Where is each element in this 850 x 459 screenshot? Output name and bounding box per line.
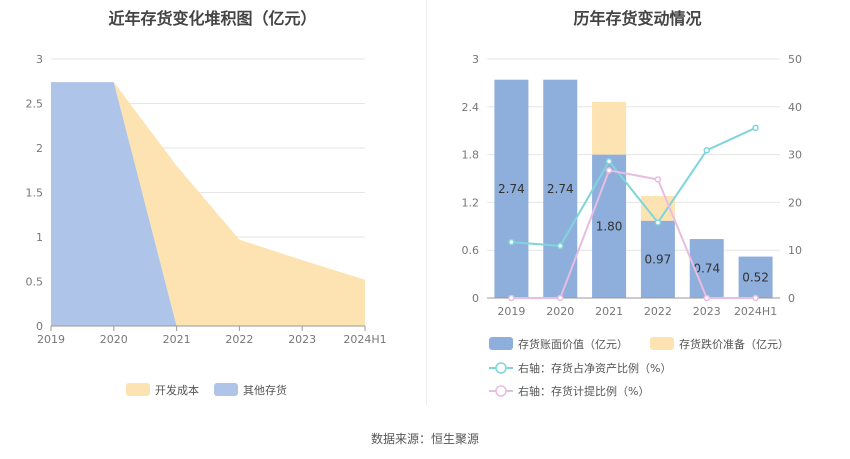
x-tick-label: 2022	[225, 333, 253, 346]
legend-marker	[495, 362, 507, 374]
right-chart-title: 历年存货变动情况	[573, 9, 702, 28]
y2-tick-label: 50	[788, 53, 802, 66]
line-point	[605, 167, 613, 174]
y-tick-label: 0	[472, 292, 479, 305]
legend-label: 存货跌价准备（亿元）	[679, 337, 789, 351]
y2-tick-label: 10	[788, 244, 802, 257]
legend-label: 存货账面价值（亿元）	[518, 337, 628, 351]
bar-impairment-provision	[640, 196, 675, 221]
line-point	[557, 294, 564, 302]
x-tick-label: 2022	[644, 305, 672, 318]
legend-label: 开发成本	[155, 383, 199, 397]
area-development-cost	[51, 82, 365, 326]
y2-tick-label: 0	[788, 292, 795, 305]
y-tick-label: 1.2	[462, 196, 480, 209]
bar-value-label: 0.52	[742, 270, 769, 284]
stacked-area-chart: 0 0.5 1 1.5 2 2.5 3 2019 2020 2021 2022 2023 2024H1 开…	[26, 53, 387, 397]
bar-book-value	[494, 79, 529, 298]
x-tick-label: 2021	[163, 333, 191, 346]
line-point	[508, 294, 515, 302]
bar-value-label: 2.74	[498, 182, 525, 196]
line-point	[557, 242, 564, 250]
bar-value-label: 0.74	[693, 262, 720, 276]
bar-book-value	[592, 154, 627, 298]
bar-book-value	[640, 220, 675, 298]
line-point	[752, 124, 759, 132]
left-chart-title: 近年存货变化堆积图（亿元）	[108, 9, 317, 28]
x-tick-label: 2023	[693, 305, 721, 318]
y2-tick-label: 30	[788, 149, 802, 162]
line-point	[752, 294, 759, 302]
bar-book-value	[543, 79, 578, 298]
y-tick-label: 3	[36, 53, 43, 66]
legend-label: 其他存货	[243, 383, 287, 397]
y-tick-label: 1.8	[462, 149, 480, 162]
y2-tick-label: 20	[788, 196, 802, 209]
legend-label: 右轴：存货计提比例（%）	[518, 384, 649, 398]
y-tick-label: 2.5	[26, 98, 44, 111]
y-tick-label: 0.5	[26, 276, 44, 289]
x-tick-label: 2019	[37, 333, 65, 346]
line-inventory-to-net-assets	[511, 126, 757, 247]
legend-swatch	[126, 383, 150, 396]
y2-tick-label: 40	[788, 101, 802, 114]
legend-marker	[495, 385, 507, 397]
x-tick-label: 2021	[595, 305, 623, 318]
line-point	[703, 147, 710, 154]
legend-label: 右轴：存货占净资产比例（%）	[518, 361, 671, 375]
bar-book-value	[738, 256, 773, 298]
x-tick-label: 2024H1	[343, 333, 386, 346]
y-tick-label: 0	[36, 320, 43, 333]
bar-value-label: 1.80	[596, 219, 623, 233]
y-tick-label: 1.5	[26, 187, 44, 200]
y-tick-label: 2.4	[462, 101, 480, 114]
y-tick-label: 0.6	[462, 244, 480, 257]
line-provision-ratio	[511, 169, 756, 299]
line-point	[654, 176, 662, 183]
x-tick-label: 2023	[288, 333, 316, 346]
x-tick-label: 2020	[546, 305, 574, 318]
bar-value-label: 2.74	[547, 182, 574, 196]
x-tick-label: 2020	[100, 333, 128, 346]
y-tick-label: 3	[472, 53, 479, 66]
area-other-inventory	[51, 82, 365, 326]
legend-swatch	[214, 383, 238, 396]
line-point	[654, 219, 662, 226]
bar-book-value	[689, 239, 724, 298]
chart-divider	[426, 0, 427, 405]
x-tick-label: 2019	[497, 305, 525, 318]
line-point	[605, 158, 613, 165]
x-tick-label: 2024H1	[734, 305, 777, 318]
data-source: 数据来源：恒生聚源	[370, 432, 479, 446]
line-point	[703, 294, 710, 302]
bar-impairment-provision	[592, 102, 627, 155]
bar-value-label: 0.97	[645, 252, 672, 266]
y-tick-label: 2	[36, 142, 43, 155]
legend-swatch	[489, 337, 513, 350]
y-tick-label: 1	[36, 231, 43, 244]
legend-swatch	[650, 337, 674, 350]
line-point	[508, 238, 515, 246]
